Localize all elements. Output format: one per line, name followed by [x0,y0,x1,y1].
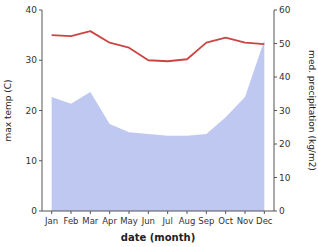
y-tick-label: 30 [26,55,38,65]
y-tick-label: 40 [26,5,38,15]
y-tick-label: 10 [26,156,38,166]
x-tick [71,211,72,214]
x-tick [109,211,110,214]
x-axis-line [42,211,274,212]
x-tick [51,211,52,214]
y2-tick [274,211,277,212]
y2-tick [274,144,277,145]
x-tick [187,211,188,214]
y2-tick-label: 20 [279,139,291,149]
y-tick [39,10,42,11]
x-tick [225,211,226,214]
x-tick-label: Dec [256,216,273,226]
y2-tick-label: 40 [279,72,291,82]
x-tick-label: Mar [82,216,99,226]
y-tick-label: 0 [31,206,37,216]
y2-tick-label: 10 [279,173,291,183]
area [52,40,265,211]
y-axis-label: max temp (C) [3,79,13,141]
x-tick [206,211,207,214]
x-tick-label: Sep [198,216,214,226]
y2-tick [274,10,277,11]
x-tick-label: Jun [141,216,155,226]
x-tick [264,211,265,214]
y-tick [39,60,42,61]
x-tick-label: Jan [44,216,58,226]
x-tick [245,211,246,214]
y-tick [39,160,42,161]
y-tick-label: 20 [26,106,38,116]
y2-tick [274,43,277,44]
x-tick [148,211,149,214]
y2-tick [274,77,277,78]
plot-area [52,31,265,211]
chart: 0 10 20 30 40 0 10 20 30 40 50 60 Jan Feb MarAprMayJun… [0,0,318,247]
x-tick-label: Aug [179,216,196,226]
x-tick [129,211,130,214]
y2-tick-label: 0 [279,206,285,216]
x-tick-label: Feb [63,216,78,226]
x-tick [167,211,168,214]
y2-tick-label: 50 [279,39,291,49]
x-tick [90,211,91,214]
chart-container: 0 10 20 30 40 0 10 20 30 40 50 60 Jan Feb MarAprMayJun… [0,0,318,247]
x-tick-label: Oct [218,216,233,226]
x-tick-label: Apr [102,216,117,226]
y2-tick [274,177,277,178]
line [52,31,265,61]
y-tick [39,211,42,212]
y2-tick [274,110,277,111]
x-tick-label: May [120,216,138,226]
y-tick [39,110,42,111]
x-tick-label: Jul [162,216,173,226]
y2-tick-label: 60 [279,5,291,15]
y2-axis-label: med. precipitation (kg/m2) [307,50,317,171]
x-axis-label: date (month) [121,232,195,243]
y2-tick-label: 30 [279,106,291,116]
x-tick-label: Nov [237,216,254,226]
